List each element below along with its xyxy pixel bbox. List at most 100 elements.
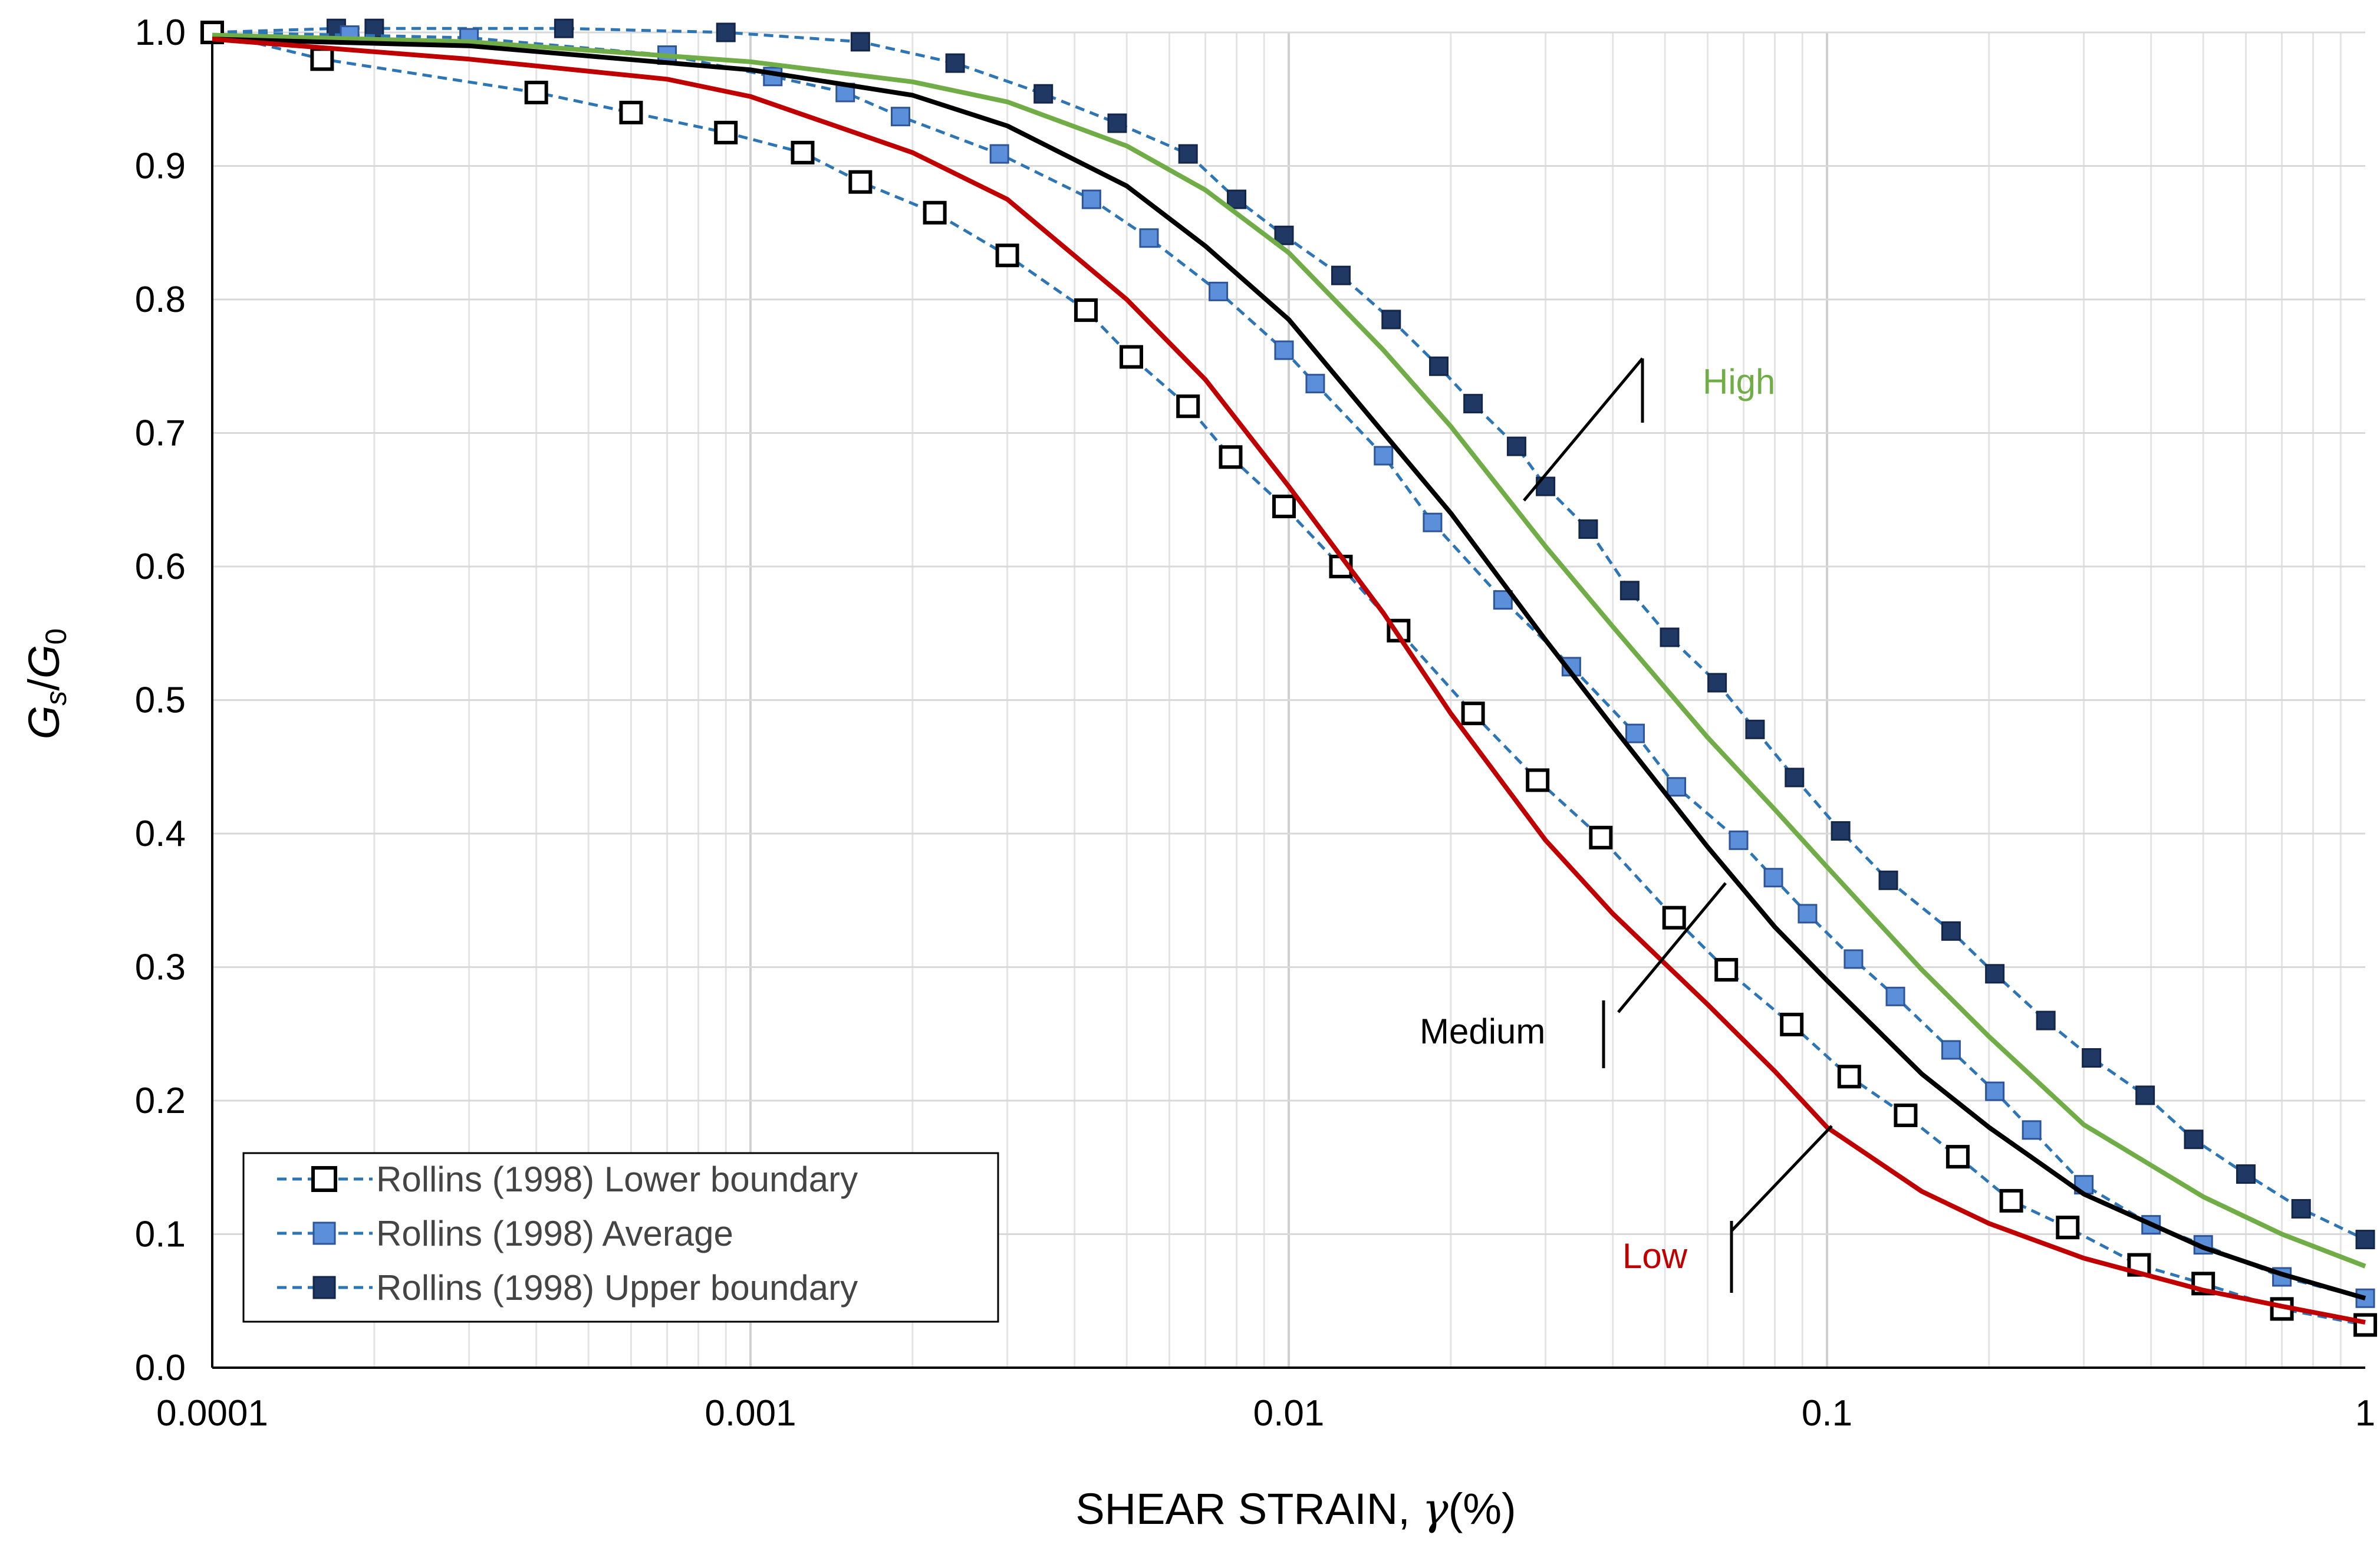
data-point-marker xyxy=(1885,986,1905,1006)
legend-label-upper: Rollins (1998) Upper boundary xyxy=(376,1268,858,1308)
y-tick-label: 0.2 xyxy=(135,1081,186,1121)
data-point-marker xyxy=(1305,374,1325,394)
y-tick-label: 0.6 xyxy=(135,546,186,587)
data-point-marker xyxy=(1763,868,1783,888)
data-point-marker xyxy=(1219,445,1243,469)
data-point-marker xyxy=(1107,113,1127,133)
data-point-marker xyxy=(1274,340,1294,360)
series-line xyxy=(212,32,2366,1269)
data-point-marker xyxy=(1878,870,1898,890)
y-axis-title-g2: G xyxy=(19,645,68,679)
series-line xyxy=(212,37,2366,1301)
x-axis-title-symbol: γ xyxy=(1422,1484,1449,1535)
data-point-marker xyxy=(1274,225,1294,245)
data-point-marker xyxy=(989,144,1009,164)
y-axis-title-g1: G xyxy=(19,706,68,740)
data-point-marker xyxy=(2074,1175,2094,1195)
data-point-marker xyxy=(2355,1230,2375,1250)
data-point-marker xyxy=(2353,1313,2377,1337)
data-point-marker xyxy=(1074,298,1098,322)
data-point-marker xyxy=(2082,1048,2102,1068)
series-rollins-1998-upper-boundary xyxy=(202,18,2375,1250)
data-point-marker xyxy=(1033,84,1054,104)
x-axis-title-unit: (%) xyxy=(1449,1484,1516,1533)
data-point-marker xyxy=(1780,1012,1804,1036)
data-point-marker xyxy=(1374,446,1394,466)
data-point-marker xyxy=(524,80,548,104)
data-point-marker xyxy=(1461,702,1485,726)
legend-box xyxy=(242,1152,999,1323)
data-point-marker xyxy=(945,53,965,73)
high-leader-line xyxy=(1523,357,1644,502)
data-point-marker xyxy=(1985,1081,2005,1101)
y-tick-label: 0.4 xyxy=(135,814,186,854)
data-point-marker xyxy=(310,47,334,71)
y-tick-labels: 0.0 0.1 0.2 0.3 0.4 0.5 0.6 0.7 0.8 0.9 1.0 xyxy=(135,12,186,1388)
data-point-marker xyxy=(619,100,643,124)
series-medium xyxy=(212,37,2366,1301)
data-point-marker xyxy=(1589,825,1613,849)
legend-marker-average xyxy=(312,1221,336,1245)
x-tick-label: 1 xyxy=(2355,1393,2375,1434)
x-axis-title-main: SHEAR STRAIN, xyxy=(1075,1484,1422,1533)
data-point-marker xyxy=(1381,309,1401,330)
data-point-marker xyxy=(1941,1040,1961,1060)
data-point-marker xyxy=(1227,189,1247,209)
annotation-leaders xyxy=(1523,357,1833,1293)
y-axis-title-sub1: s xyxy=(39,691,73,706)
grid xyxy=(211,31,2365,1369)
data-point-marker xyxy=(1463,394,1483,414)
y-axis-title-sub2: 0 xyxy=(39,628,73,645)
data-point-marker xyxy=(1120,345,1144,369)
plot-frame xyxy=(211,32,2365,1369)
y-tick-label: 1.0 xyxy=(135,12,186,53)
data-point-marker xyxy=(1272,495,1296,519)
x-tick-label: 0.1 xyxy=(1802,1393,1852,1434)
data-point-marker xyxy=(848,170,873,194)
x-axis-title: SHEAR STRAIN, γ(%) xyxy=(1075,1484,1516,1535)
series-line xyxy=(212,37,2366,1325)
data-point-marker xyxy=(1714,958,1739,982)
data-point-marker xyxy=(1785,768,1805,788)
data-point-marker xyxy=(791,140,815,164)
series-high xyxy=(212,32,2366,1269)
data-point-marker xyxy=(1331,265,1351,285)
x-tick-labels: 0.0001 0.001 0.01 0.1 1 xyxy=(156,1393,2375,1434)
data-point-marker xyxy=(1660,627,1680,647)
data-point-marker xyxy=(1081,189,1101,209)
legend-label-lower: Rollins (1998) Lower boundary xyxy=(376,1160,858,1199)
data-point-marker xyxy=(1831,821,1851,841)
y-axis-title-slash: / xyxy=(19,679,68,691)
data-point-marker xyxy=(1745,719,1765,739)
annotation-low: Low xyxy=(1622,1236,1688,1276)
data-point-marker xyxy=(1178,144,1198,164)
data-point-marker xyxy=(1729,830,1749,850)
data-point-marker xyxy=(1506,436,1526,456)
legend-marker-upper xyxy=(312,1276,336,1299)
data-point-marker xyxy=(1619,581,1640,601)
annotation-high: High xyxy=(1703,362,1775,401)
annotation-labels: High Medium Low xyxy=(1420,362,1775,1276)
y-tick-label: 0.9 xyxy=(135,146,186,187)
y-tick-label: 0.5 xyxy=(135,680,186,721)
data-point-marker xyxy=(1798,904,1818,924)
data-point-marker xyxy=(1625,723,1645,743)
data-point-marker xyxy=(1844,949,1864,969)
data-point-marker xyxy=(995,243,1019,268)
y-tick-label: 0.3 xyxy=(135,947,186,988)
y-tick-label: 0.0 xyxy=(135,1348,186,1388)
data-point-marker xyxy=(2236,1164,2256,1184)
data-point-marker xyxy=(1941,921,1961,941)
data-point-marker xyxy=(2022,1120,2042,1140)
x-tick-label: 0.01 xyxy=(1253,1393,1325,1434)
x-tick-label: 0.001 xyxy=(705,1393,796,1434)
series-line xyxy=(212,27,2366,1241)
data-point-marker xyxy=(2135,1085,2155,1105)
data-point-marker xyxy=(1985,964,2005,984)
data-point-marker xyxy=(2191,1272,2216,1296)
data-point-marker xyxy=(1139,228,1159,248)
data-point-marker xyxy=(1423,512,1443,532)
data-point-marker xyxy=(1946,1145,1970,1169)
data-point-marker xyxy=(923,200,947,225)
